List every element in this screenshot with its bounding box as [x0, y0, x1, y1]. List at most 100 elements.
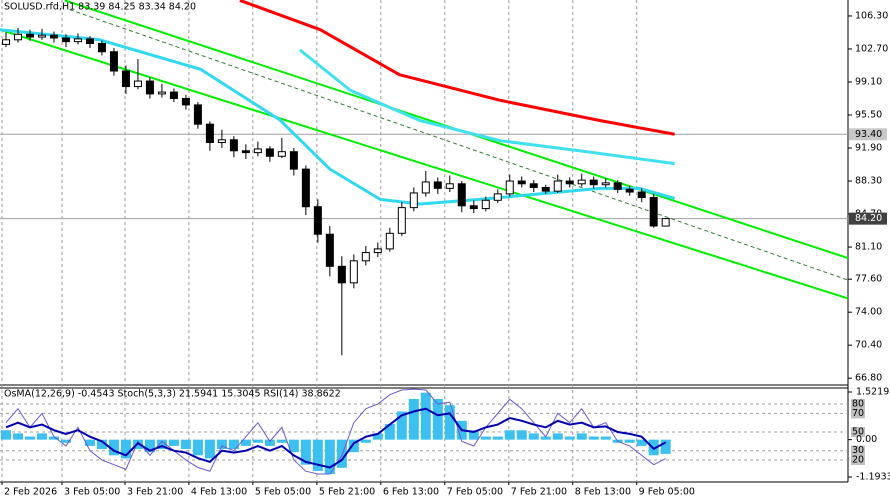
candle-body [469, 205, 478, 210]
indicator-line [5, 407, 667, 469]
osma-bar [540, 436, 551, 440]
x-tick-label: 7 Feb 21:00 [511, 487, 567, 498]
candle-body [49, 34, 58, 39]
y2-tick-label: 50 [852, 427, 864, 438]
osma-bar [168, 439, 179, 446]
level-label-box [851, 445, 865, 456]
osma-bar [120, 439, 131, 459]
candle-body [601, 182, 610, 186]
candle-body [337, 265, 346, 284]
price-label-box [849, 212, 887, 225]
candle-body [253, 148, 262, 154]
osma-bar [576, 433, 587, 440]
x-tick-label: 2 Feb 2026 [4, 487, 57, 498]
candle-body [61, 37, 70, 43]
osma-bar [468, 430, 479, 440]
osma-bar [252, 439, 263, 443]
osma-bar [420, 392, 431, 440]
osma-bar [276, 439, 287, 443]
candle-body [637, 191, 646, 199]
candle-body [169, 91, 178, 99]
osma-bar [624, 439, 635, 443]
candle-body [301, 168, 310, 208]
y-tick-label: 91.90 [855, 143, 882, 154]
candle-body [313, 206, 322, 235]
y2-tick-label: 30 [852, 445, 864, 456]
osma-bar [0, 430, 11, 440]
osma-bar [24, 436, 35, 440]
osma-bar [552, 433, 563, 440]
osma-bar [156, 439, 167, 450]
osma-bar [588, 436, 599, 440]
candle-body [37, 34, 46, 38]
osma-bar [504, 430, 515, 440]
candle-body [133, 80, 142, 88]
y2-tick-label: 20 [852, 455, 864, 466]
x-tick-label: 3 Feb 05:00 [64, 487, 120, 498]
x-tick-label: 5 Feb 05:00 [255, 487, 311, 498]
price-label-box [849, 128, 887, 141]
osma-bar [216, 439, 227, 450]
candle-body [577, 179, 586, 185]
moving-average [239, 0, 675, 136]
osma-bar [348, 439, 359, 453]
y2-tick-label: 80 [852, 399, 864, 410]
candle-body [529, 183, 538, 188]
osma-bar [444, 405, 455, 440]
y-tick-label: -1.1933 [856, 472, 890, 483]
candle-body [325, 233, 334, 267]
osma-bar [528, 433, 539, 440]
y-tick-label: 95.50 [855, 110, 882, 121]
y-tick-label: 102.70 [855, 43, 888, 54]
osma-bar [360, 439, 371, 443]
osma-bar [384, 423, 395, 440]
candle-body [517, 180, 526, 185]
candle-body [589, 179, 598, 186]
trendline [69, 9, 849, 281]
indicator-title: OsMA(12,26,9) -0.4543 Stoch(5,3,3) 21.59… [4, 389, 341, 400]
trendline [0, 28, 849, 300]
level-label-box [851, 399, 865, 410]
osma-bar [12, 433, 23, 440]
y-tick-label: 74.00 [855, 307, 882, 318]
osma-bar [180, 439, 191, 450]
y-tick-label: 0.00 [856, 434, 877, 445]
osma-bar [84, 439, 95, 446]
osma-bar [264, 439, 275, 446]
osma-bar [372, 433, 383, 440]
osma-bar [480, 436, 491, 440]
candle-body [277, 151, 286, 157]
x-tick-label: 9 Feb 05:00 [639, 487, 695, 498]
candle-body [181, 97, 190, 106]
chart-title: SOLUSD.rfd,H1 83.39 84.25 83.34 84.20 [4, 2, 196, 13]
osma-bar [660, 439, 671, 454]
osma-bar [312, 439, 323, 471]
y2-tick-label: 70 [852, 408, 864, 419]
osma-bar [300, 439, 311, 465]
y-tick-label: 77.60 [855, 274, 882, 285]
y-tick-label: 66.80 [855, 373, 882, 384]
candle-body [397, 207, 406, 234]
osma-bar [96, 439, 107, 450]
osma-bar [108, 439, 119, 456]
plot [0, 0, 849, 475]
candle-body [1, 39, 10, 45]
candle-body [385, 232, 394, 250]
candle-body [421, 181, 430, 194]
price-label: 84.20 [855, 213, 882, 224]
candle-body [493, 193, 502, 201]
osma-bar [408, 398, 419, 440]
candle-body [553, 180, 562, 192]
candle-body [361, 252, 370, 262]
osma-bar [192, 439, 203, 456]
candle-body [85, 38, 94, 44]
candle-body [157, 91, 166, 95]
x-tick-label: 4 Feb 13:00 [191, 487, 247, 498]
candle-body [613, 182, 622, 190]
osma-bar [240, 439, 251, 446]
candle-body [229, 139, 238, 152]
candle-body [193, 104, 202, 125]
x-tick-label: 6 Feb 13:00 [383, 487, 439, 498]
osma-bar [60, 439, 71, 443]
